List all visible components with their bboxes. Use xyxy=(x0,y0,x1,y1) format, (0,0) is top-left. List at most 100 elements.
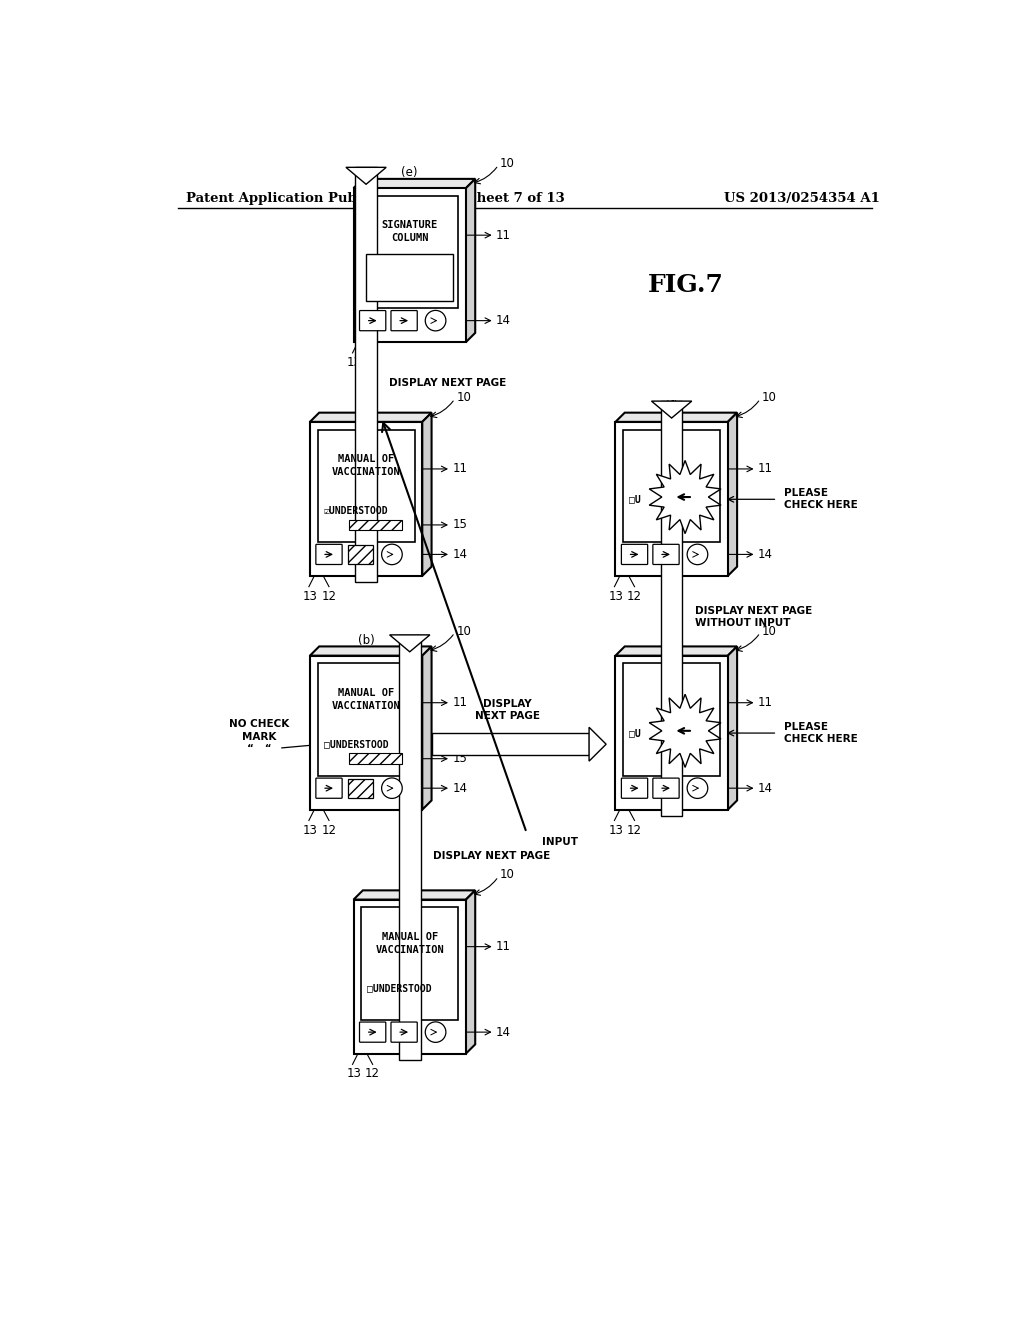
FancyBboxPatch shape xyxy=(315,544,342,565)
Bar xyxy=(624,664,720,776)
Circle shape xyxy=(382,544,402,565)
Text: 12: 12 xyxy=(627,590,642,603)
Text: (e): (e) xyxy=(401,166,418,180)
Polygon shape xyxy=(422,413,431,576)
Text: (d): (d) xyxy=(357,400,375,413)
Text: 14: 14 xyxy=(758,781,773,795)
Text: Patent Application Publication: Patent Application Publication xyxy=(186,191,413,205)
Text: □UNDERSTOOD: □UNDERSTOOD xyxy=(368,983,432,993)
Text: ☑UNDERSTOOD: ☑UNDERSTOOD xyxy=(324,506,388,516)
Polygon shape xyxy=(422,647,431,809)
Text: 15: 15 xyxy=(453,752,467,766)
Text: □UNDERSTOOD: □UNDERSTOOD xyxy=(324,739,388,750)
Bar xyxy=(317,429,415,543)
Circle shape xyxy=(425,310,445,331)
Text: 11: 11 xyxy=(453,462,468,475)
Bar xyxy=(349,520,402,531)
Text: SIGNATURE
COLUMN: SIGNATURE COLUMN xyxy=(382,220,438,243)
FancyBboxPatch shape xyxy=(653,777,679,799)
FancyBboxPatch shape xyxy=(622,777,647,799)
Text: 13: 13 xyxy=(347,356,361,370)
FancyBboxPatch shape xyxy=(391,1022,417,1043)
Text: DISPLAY NEXT PAGE: DISPLAY NEXT PAGE xyxy=(389,378,507,388)
Text: DISPLAY NEXT PAGE: DISPLAY NEXT PAGE xyxy=(433,851,550,861)
Bar xyxy=(615,656,728,809)
Text: US 2013/0254354 A1: US 2013/0254354 A1 xyxy=(724,191,881,205)
Bar xyxy=(310,422,422,576)
Text: 13: 13 xyxy=(608,590,624,603)
Polygon shape xyxy=(466,891,475,1053)
Text: 12: 12 xyxy=(366,356,380,370)
Text: 13: 13 xyxy=(303,590,317,603)
Polygon shape xyxy=(466,180,475,342)
Bar xyxy=(361,907,458,1020)
Polygon shape xyxy=(310,413,431,422)
Text: 12: 12 xyxy=(366,1068,380,1081)
FancyBboxPatch shape xyxy=(359,1022,386,1043)
Text: 10: 10 xyxy=(500,157,515,170)
Text: 12: 12 xyxy=(627,824,642,837)
Bar xyxy=(660,401,682,816)
Text: (a): (a) xyxy=(401,878,418,891)
Text: Sep. 26, 2013  Sheet 7 of 13: Sep. 26, 2013 Sheet 7 of 13 xyxy=(357,191,565,205)
Text: DISPLAY NEXT PAGE
WITHOUT INPUT: DISPLAY NEXT PAGE WITHOUT INPUT xyxy=(695,606,812,628)
Polygon shape xyxy=(649,461,721,533)
Bar xyxy=(615,422,728,576)
Text: PLEASE
CHECK HERE: PLEASE CHECK HERE xyxy=(783,488,857,511)
Text: DISPLAY
NEXT PAGE: DISPLAY NEXT PAGE xyxy=(475,698,540,721)
Text: 10: 10 xyxy=(500,869,515,882)
FancyBboxPatch shape xyxy=(391,310,417,331)
FancyBboxPatch shape xyxy=(359,310,386,331)
Text: 13: 13 xyxy=(347,1068,361,1081)
Text: 12: 12 xyxy=(322,590,337,603)
Bar xyxy=(624,429,720,543)
Bar xyxy=(399,635,421,1060)
Polygon shape xyxy=(651,401,692,418)
Text: 10: 10 xyxy=(762,391,777,404)
Text: 11: 11 xyxy=(758,462,773,475)
Polygon shape xyxy=(310,647,431,656)
Bar xyxy=(353,900,466,1053)
FancyBboxPatch shape xyxy=(622,544,647,565)
Text: 11: 11 xyxy=(453,696,468,709)
Text: □U: □U xyxy=(630,494,641,504)
Polygon shape xyxy=(389,635,430,652)
Polygon shape xyxy=(728,413,737,576)
Text: (c): (c) xyxy=(664,634,680,647)
Text: 14: 14 xyxy=(453,781,468,795)
Text: MANUAL OF
VACCINATION: MANUAL OF VACCINATION xyxy=(376,932,444,954)
Polygon shape xyxy=(649,694,721,767)
Bar xyxy=(310,656,422,809)
Circle shape xyxy=(687,777,708,799)
Circle shape xyxy=(425,1022,445,1043)
Circle shape xyxy=(687,544,708,565)
Text: 14: 14 xyxy=(497,1026,511,1039)
Polygon shape xyxy=(353,180,475,189)
Bar xyxy=(367,255,454,301)
Text: PLEASE
CHECK HERE: PLEASE CHECK HERE xyxy=(783,722,857,744)
Text: □U: □U xyxy=(630,729,641,738)
Text: (b): (b) xyxy=(357,634,375,647)
Text: NO CHECK
MARK
“   “: NO CHECK MARK “ “ xyxy=(229,719,290,754)
Text: 10: 10 xyxy=(457,391,471,404)
Text: 10: 10 xyxy=(762,624,777,638)
Polygon shape xyxy=(346,168,386,185)
Polygon shape xyxy=(728,647,737,809)
Text: 11: 11 xyxy=(497,228,511,242)
Text: FIG.7: FIG.7 xyxy=(648,273,724,297)
Bar xyxy=(355,168,377,582)
Text: MANUAL OF
VACCINATION: MANUAL OF VACCINATION xyxy=(332,688,400,711)
Text: 14: 14 xyxy=(758,548,773,561)
Text: 13: 13 xyxy=(608,824,624,837)
Text: 11: 11 xyxy=(758,696,773,709)
Text: 15: 15 xyxy=(453,519,467,532)
FancyBboxPatch shape xyxy=(653,544,679,565)
Text: 12: 12 xyxy=(322,824,337,837)
Text: 13: 13 xyxy=(303,824,317,837)
Circle shape xyxy=(382,777,402,799)
Bar xyxy=(349,754,402,764)
Polygon shape xyxy=(615,413,737,422)
Bar xyxy=(348,545,373,564)
Text: 14: 14 xyxy=(497,314,511,327)
Bar xyxy=(361,195,458,309)
